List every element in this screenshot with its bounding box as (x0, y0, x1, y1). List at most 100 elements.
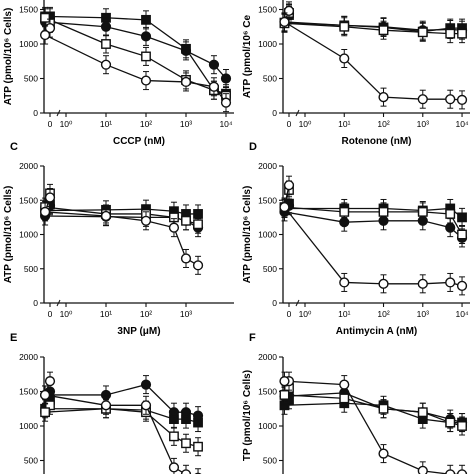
data-point (100, 59, 112, 70)
data-point (40, 407, 50, 418)
data-point (192, 410, 204, 421)
y-tick-label: 2000 (19, 161, 38, 171)
data-point (378, 206, 389, 217)
y-axis-label: ATP (pmol/10⁶ Cells) (242, 186, 253, 284)
y-tick-label: 2000 (258, 161, 277, 171)
y-tick-label: 500 (24, 74, 38, 84)
axis-break (56, 109, 61, 117)
data-point (140, 215, 152, 226)
data-point (445, 417, 456, 428)
x-axis-label: CCCP (nM) (113, 136, 165, 147)
y-tick-label: 1000 (258, 39, 277, 49)
y-axis-label: ATP (pmol/10⁶ Ce (242, 14, 253, 98)
data-point (445, 469, 456, 474)
y-tick-label: 500 (24, 456, 38, 466)
y-tick-label: 500 (263, 264, 277, 274)
x-tick-label: 10¹ (338, 309, 350, 319)
data-point (378, 448, 389, 459)
data-point (456, 469, 468, 474)
data-point (181, 438, 191, 449)
x-tick-label: 10² (377, 309, 389, 319)
axis-break (56, 299, 61, 307)
series-line (283, 13, 463, 31)
data-point (283, 180, 295, 191)
x-tick-label: 10² (140, 119, 152, 129)
data-point (445, 28, 456, 39)
x-tick-label: 10⁴ (455, 309, 468, 319)
x-tick-label: 0 (287, 119, 292, 129)
x-tick-label: 0 (287, 309, 292, 319)
y-tick-label: 1000 (258, 421, 277, 431)
data-point (220, 73, 232, 84)
x-tick-label: 10⁰ (60, 119, 73, 129)
data-point (457, 229, 467, 240)
y-tick-label: 1000 (19, 421, 38, 431)
data-point (339, 277, 350, 288)
data-point (456, 280, 468, 291)
chart-panel-1: 0 500 1000 1500 0 10⁰ 10¹ 10² 10³ 10⁴ CCCP (nM) ATP… (3, 0, 234, 147)
data-point (180, 76, 192, 88)
y-tick-label: 0 (33, 108, 38, 118)
chart-panel-3: 0 500 1000 1500 2000 0 10⁰ 10¹ 10² 10³ 3NP (μM) ATP… (3, 141, 234, 337)
data-point (193, 441, 203, 452)
data-point (456, 94, 468, 105)
data-point (445, 222, 456, 233)
series-line (45, 15, 227, 95)
series-filled-square (40, 6, 231, 104)
y-tick-label: 1500 (19, 387, 38, 397)
x-axis-label: Rotenone (nM) (342, 136, 412, 147)
data-point (378, 278, 389, 289)
data-point (180, 253, 192, 264)
data-point (169, 431, 179, 442)
series-line (283, 185, 463, 287)
data-point (445, 94, 456, 105)
y-tick-label: 0 (33, 298, 38, 308)
data-point (417, 278, 428, 289)
y-tick-label: 1500 (258, 387, 277, 397)
y-tick-label: 0 (272, 108, 277, 118)
data-point (192, 260, 204, 271)
panel-label: E (10, 332, 17, 344)
x-tick-label: 10³ (417, 119, 429, 129)
panel-label: D (249, 141, 257, 153)
data-point (39, 389, 51, 401)
series-filled-circle (279, 383, 468, 433)
series-filled-circle (39, 8, 232, 88)
data-point (180, 469, 192, 474)
x-tick-label: 10⁰ (299, 119, 312, 129)
x-tick-label: 10⁴ (455, 119, 468, 129)
series-open-circle (279, 175, 468, 296)
data-point (140, 400, 152, 411)
x-axis-label: Antimycin A (nM) (336, 326, 417, 337)
y-axis-label: ATP (pmol/10⁶ Cells) (3, 8, 14, 106)
series-open-square (40, 8, 231, 106)
data-point (140, 31, 152, 42)
data-point (180, 407, 192, 418)
x-tick-label: 10¹ (338, 119, 350, 129)
data-point (39, 29, 51, 41)
x-tick-label: 10⁰ (60, 309, 73, 319)
data-point (208, 59, 220, 70)
series-open-square (279, 180, 467, 244)
data-point (339, 206, 350, 217)
series-line (44, 27, 227, 104)
data-point (445, 277, 456, 288)
data-point (457, 28, 467, 39)
data-point (417, 465, 428, 474)
data-point (168, 462, 180, 473)
series-open-circle (279, 1, 468, 110)
data-point (100, 400, 112, 411)
series-open-circle (39, 188, 204, 275)
data-point (141, 51, 151, 62)
data-point (339, 21, 350, 32)
data-point (417, 206, 428, 217)
y-tick-label: 0 (272, 298, 277, 308)
data-point (193, 219, 203, 230)
data-point (39, 206, 51, 217)
data-point (378, 92, 389, 103)
data-point (283, 5, 295, 16)
data-point (279, 202, 290, 213)
y-tick-label: 500 (263, 74, 277, 84)
y-tick-label: 1500 (258, 195, 277, 205)
